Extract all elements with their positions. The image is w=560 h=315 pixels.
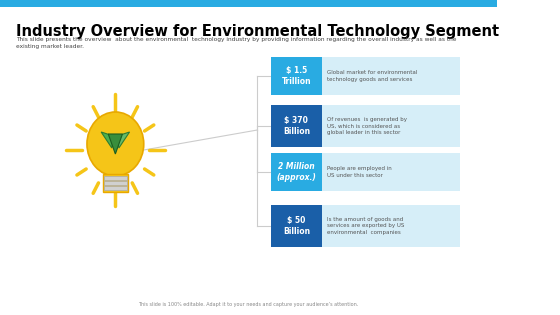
- Polygon shape: [101, 132, 114, 148]
- FancyBboxPatch shape: [270, 205, 322, 247]
- FancyBboxPatch shape: [104, 176, 127, 180]
- FancyBboxPatch shape: [0, 0, 497, 7]
- Text: Global market for environmental
technology goods and services: Global market for environmental technolo…: [328, 70, 418, 82]
- Text: This slide presents the overview  about the environmental  technology industry b: This slide presents the overview about t…: [16, 37, 456, 49]
- Text: This slide is 100% editable. Adapt it to your needs and capture your audience’s : This slide is 100% editable. Adapt it to…: [138, 302, 358, 307]
- Text: Of revenues  is generated by
US, which is considered as
global leader in this se: Of revenues is generated by US, which is…: [328, 117, 408, 135]
- FancyBboxPatch shape: [322, 57, 460, 95]
- FancyBboxPatch shape: [322, 105, 460, 147]
- Text: Industry Overview for Environmental Technology Segment: Industry Overview for Environmental Tech…: [16, 24, 499, 39]
- FancyBboxPatch shape: [270, 105, 322, 147]
- Polygon shape: [117, 132, 129, 148]
- FancyBboxPatch shape: [104, 186, 127, 190]
- Text: $ 370
Billion: $ 370 Billion: [283, 116, 310, 136]
- Text: $ 1.5
Trillion: $ 1.5 Trillion: [282, 66, 311, 86]
- FancyBboxPatch shape: [322, 153, 460, 191]
- FancyBboxPatch shape: [322, 205, 460, 247]
- FancyBboxPatch shape: [104, 181, 127, 185]
- Text: People are employed in
US under this sector: People are employed in US under this sec…: [328, 166, 392, 178]
- Text: 2 Million
(approx.): 2 Million (approx.): [277, 162, 316, 182]
- Text: Is the amount of goods and
services are exported by US
environmental  companies: Is the amount of goods and services are …: [328, 217, 405, 235]
- FancyBboxPatch shape: [103, 174, 128, 192]
- Circle shape: [87, 112, 144, 176]
- Polygon shape: [108, 134, 123, 154]
- FancyBboxPatch shape: [270, 57, 322, 95]
- Text: $ 50
Billion: $ 50 Billion: [283, 215, 310, 236]
- FancyBboxPatch shape: [270, 153, 322, 191]
